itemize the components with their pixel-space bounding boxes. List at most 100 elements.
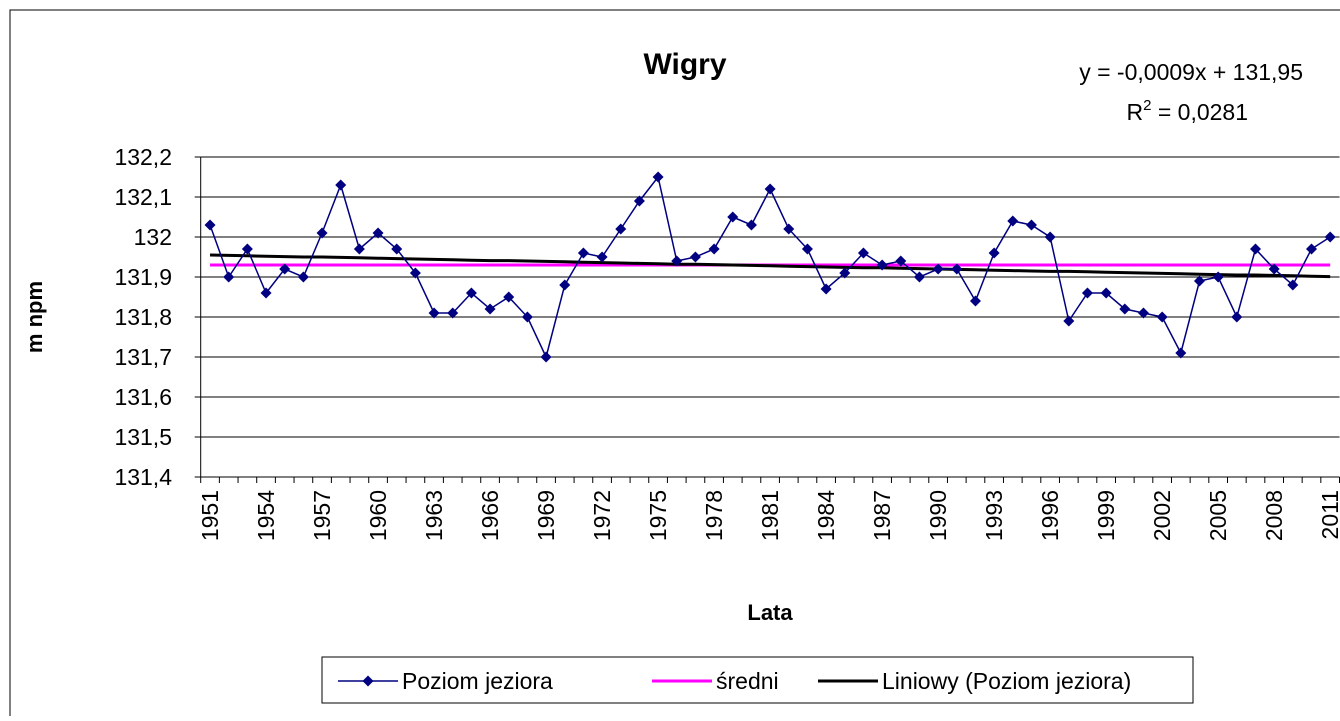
x-tick-label: 1981 <box>757 490 783 541</box>
data-point <box>279 263 291 275</box>
data-point <box>708 243 720 255</box>
data-point <box>447 307 459 319</box>
x-tick-label: 1999 <box>1093 490 1119 541</box>
x-tick-label: 1951 <box>197 490 223 541</box>
x-tick-label: 1957 <box>309 490 335 541</box>
y-tick-label: 132,1 <box>114 184 172 210</box>
legend-label: średni <box>716 668 779 694</box>
x-tick-label: 1966 <box>477 490 503 541</box>
data-point <box>297 271 309 283</box>
data-point <box>1231 311 1243 323</box>
data-point <box>1007 215 1019 227</box>
data-point <box>633 195 645 207</box>
y-axis-label: m npm <box>22 281 47 353</box>
data-point <box>1249 243 1261 255</box>
data-point <box>559 279 571 291</box>
x-tick-label: 1954 <box>253 490 279 541</box>
data-point <box>577 247 589 259</box>
x-tick-label: 2002 <box>1149 490 1175 541</box>
data-point <box>484 303 496 315</box>
x-tick-label: 1978 <box>701 490 727 541</box>
x-tick-label: 1972 <box>589 490 615 541</box>
x-tick-label: 1987 <box>869 490 895 541</box>
data-point <box>1081 287 1093 299</box>
data-point <box>1193 275 1205 287</box>
data-point <box>1268 263 1280 275</box>
data-point <box>391 243 403 255</box>
r2-value: = 0,0281 <box>1151 99 1248 125</box>
data-point <box>745 219 757 231</box>
trend-equation: y = -0,0009x + 131,95 <box>1079 59 1303 85</box>
data-point <box>615 223 627 235</box>
y-tick-label: 131,5 <box>114 424 172 450</box>
data-point <box>503 291 515 303</box>
data-point <box>465 287 477 299</box>
data-point <box>596 251 608 263</box>
data-point <box>857 247 869 259</box>
data-point <box>223 271 235 283</box>
data-point <box>839 267 851 279</box>
data-point <box>1044 231 1056 243</box>
data-point <box>540 351 552 363</box>
data-point <box>409 267 421 279</box>
data-point <box>689 251 701 263</box>
r-squared: R2 = 0,0281 <box>1126 97 1248 125</box>
chart-frame <box>9 9 1340 721</box>
data-point <box>1156 311 1168 323</box>
y-tick-label: 132 <box>134 224 172 250</box>
data-point <box>969 295 981 307</box>
data-point <box>895 255 907 267</box>
x-tick-label: 1993 <box>981 490 1007 541</box>
r2-exponent: 2 <box>1143 97 1151 114</box>
data-point <box>801 243 813 255</box>
data-point <box>727 211 739 223</box>
data-point <box>1305 243 1317 255</box>
series-line <box>210 253 1331 279</box>
x-tick-label: 1963 <box>421 490 447 541</box>
x-tick-label: 1996 <box>1037 490 1063 541</box>
data-point <box>428 307 440 319</box>
data-point <box>671 255 683 267</box>
y-tick-label: 131,8 <box>114 304 172 330</box>
legend-box <box>321 656 1194 704</box>
data-point <box>521 311 533 323</box>
y-tick-label: 131,4 <box>114 464 172 490</box>
y-tick-label: 131,6 <box>114 384 172 410</box>
y-tick-label: 131,9 <box>114 264 172 290</box>
data-point <box>353 243 365 255</box>
y-tick-label: 132,2 <box>114 144 172 170</box>
data-point <box>988 247 1000 259</box>
data-point <box>1119 303 1131 315</box>
x-tick-label: 1975 <box>645 490 671 541</box>
data-point <box>316 227 328 239</box>
data-point <box>1137 307 1149 319</box>
x-tick-label: 1969 <box>533 490 559 541</box>
data-point <box>1212 271 1224 283</box>
data-point <box>913 271 925 283</box>
chart-title: Wigry <box>643 48 726 81</box>
x-tick-label: 1960 <box>365 490 391 541</box>
data-point <box>1175 347 1187 359</box>
data-point <box>932 263 944 275</box>
data-point <box>241 243 253 255</box>
data-point <box>372 227 384 239</box>
r2-base: R <box>1126 99 1143 125</box>
data-point <box>1324 231 1336 243</box>
y-tick-label: 131,7 <box>114 344 172 370</box>
x-tick-label: 1990 <box>925 490 951 541</box>
legend-label: Poziom jeziora <box>402 668 553 694</box>
data-point <box>951 263 963 275</box>
data-point <box>1100 287 1112 299</box>
data-point <box>820 283 832 295</box>
legend-label: Liniowy (Poziom jeziora) <box>882 668 1131 694</box>
data-point <box>764 183 776 195</box>
data-point <box>876 259 888 271</box>
legend-marker <box>362 675 374 687</box>
data-point <box>260 287 272 299</box>
data-point <box>1063 315 1075 327</box>
x-tick-label: 2005 <box>1205 490 1231 541</box>
x-tick-label: 2011 <box>1317 490 1340 539</box>
x-tick-label: 1984 <box>813 490 839 541</box>
x-tick-label: 2008 <box>1261 490 1287 541</box>
